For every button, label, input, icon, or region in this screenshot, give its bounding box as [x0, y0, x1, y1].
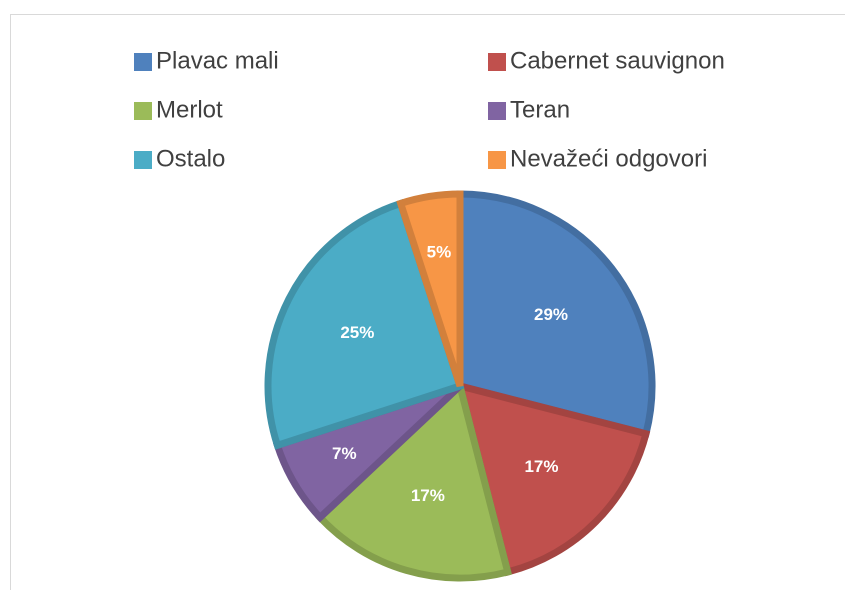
legend-swatch	[488, 53, 506, 71]
chart-frame	[10, 14, 845, 590]
pie-slice	[455, 381, 651, 577]
pie-slice	[315, 379, 513, 582]
legend-label: Nevažeći odgovori	[510, 145, 707, 172]
pie-slice	[396, 190, 464, 388]
legend-label: Merlot	[156, 96, 223, 123]
data-label: 25%	[340, 323, 374, 342]
data-label: 7%	[332, 444, 357, 463]
data-label: 17%	[411, 486, 445, 505]
legend-swatch	[134, 53, 152, 71]
data-label: 29%	[534, 305, 568, 324]
legend-label: Ostalo	[156, 145, 225, 172]
pie-slice	[264, 198, 465, 450]
legend-swatch	[488, 151, 506, 169]
legend-label: Cabernet sauvignon	[510, 47, 725, 74]
legend-swatch	[488, 102, 506, 120]
pie-slice	[456, 190, 656, 439]
legend-swatch	[134, 102, 152, 120]
legend-label: Teran	[510, 96, 570, 123]
data-label: 17%	[524, 457, 558, 476]
legend-label: Plavac mali	[156, 47, 279, 74]
legend-swatch	[134, 151, 152, 169]
data-label: 5%	[427, 243, 452, 262]
